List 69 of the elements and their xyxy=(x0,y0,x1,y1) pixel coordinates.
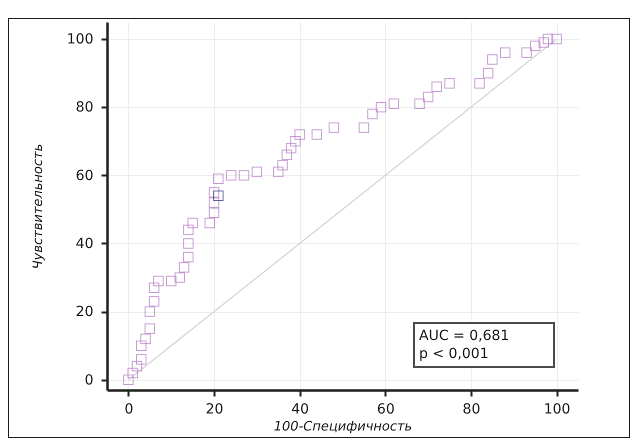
point xyxy=(213,190,224,202)
point xyxy=(294,129,305,140)
point xyxy=(153,276,164,286)
y-tick-label: 100 xyxy=(66,32,94,48)
point xyxy=(500,47,510,58)
point xyxy=(208,197,220,208)
point xyxy=(174,272,186,283)
point xyxy=(144,323,156,334)
point xyxy=(148,282,160,294)
note-box: AUC = 0,681 p < 0,001 xyxy=(413,322,555,368)
x-tick-label: 20 xyxy=(206,402,224,418)
point xyxy=(277,160,288,170)
x-tick-label: 0 xyxy=(124,402,134,418)
x-tick-label: 100 xyxy=(544,402,570,418)
point xyxy=(282,150,292,160)
point xyxy=(148,296,160,307)
x-tick-label: 60 xyxy=(376,402,395,418)
x-tick-label: 80 xyxy=(462,402,480,418)
point xyxy=(538,37,549,48)
point xyxy=(328,122,340,133)
point xyxy=(273,166,284,178)
point xyxy=(542,34,554,44)
point xyxy=(187,218,198,228)
point xyxy=(444,78,455,89)
point xyxy=(290,136,301,147)
point xyxy=(204,218,216,228)
point xyxy=(358,122,370,133)
point xyxy=(166,276,176,286)
point xyxy=(213,174,224,184)
point xyxy=(376,102,386,112)
annotation: AUC = 0,681 xyxy=(419,327,510,345)
point xyxy=(183,238,194,249)
point xyxy=(136,354,146,365)
point xyxy=(123,374,134,386)
point xyxy=(286,142,296,154)
point xyxy=(422,92,434,102)
point xyxy=(132,360,142,372)
point xyxy=(487,54,498,65)
point xyxy=(482,68,494,78)
y-axis-title: Чувствительность xyxy=(30,144,46,270)
point xyxy=(312,129,322,140)
point xyxy=(474,78,485,89)
y-tick-label: 20 xyxy=(76,304,94,320)
point xyxy=(530,40,540,52)
x-tick-label: 40 xyxy=(291,402,310,418)
point xyxy=(238,170,250,181)
point xyxy=(183,252,194,262)
point xyxy=(414,98,425,110)
point xyxy=(208,187,220,198)
point xyxy=(183,224,194,236)
point xyxy=(551,34,562,44)
point xyxy=(178,262,190,273)
annotation: p < 0,001 xyxy=(419,345,490,363)
point xyxy=(136,340,146,351)
point xyxy=(431,82,442,92)
y-tick-label: 60 xyxy=(76,168,94,184)
point xyxy=(208,208,220,218)
y-tick-label: 0 xyxy=(84,372,94,388)
point xyxy=(226,170,236,181)
point xyxy=(388,98,400,110)
point xyxy=(140,334,151,344)
point xyxy=(521,47,532,58)
y-tick-label: 40 xyxy=(76,236,94,252)
x-axis-title: 100-Специфичность xyxy=(274,420,412,434)
y-tick-label: 80 xyxy=(76,100,94,116)
point xyxy=(127,368,138,378)
point xyxy=(144,306,156,317)
point xyxy=(367,108,378,120)
point xyxy=(252,166,262,178)
